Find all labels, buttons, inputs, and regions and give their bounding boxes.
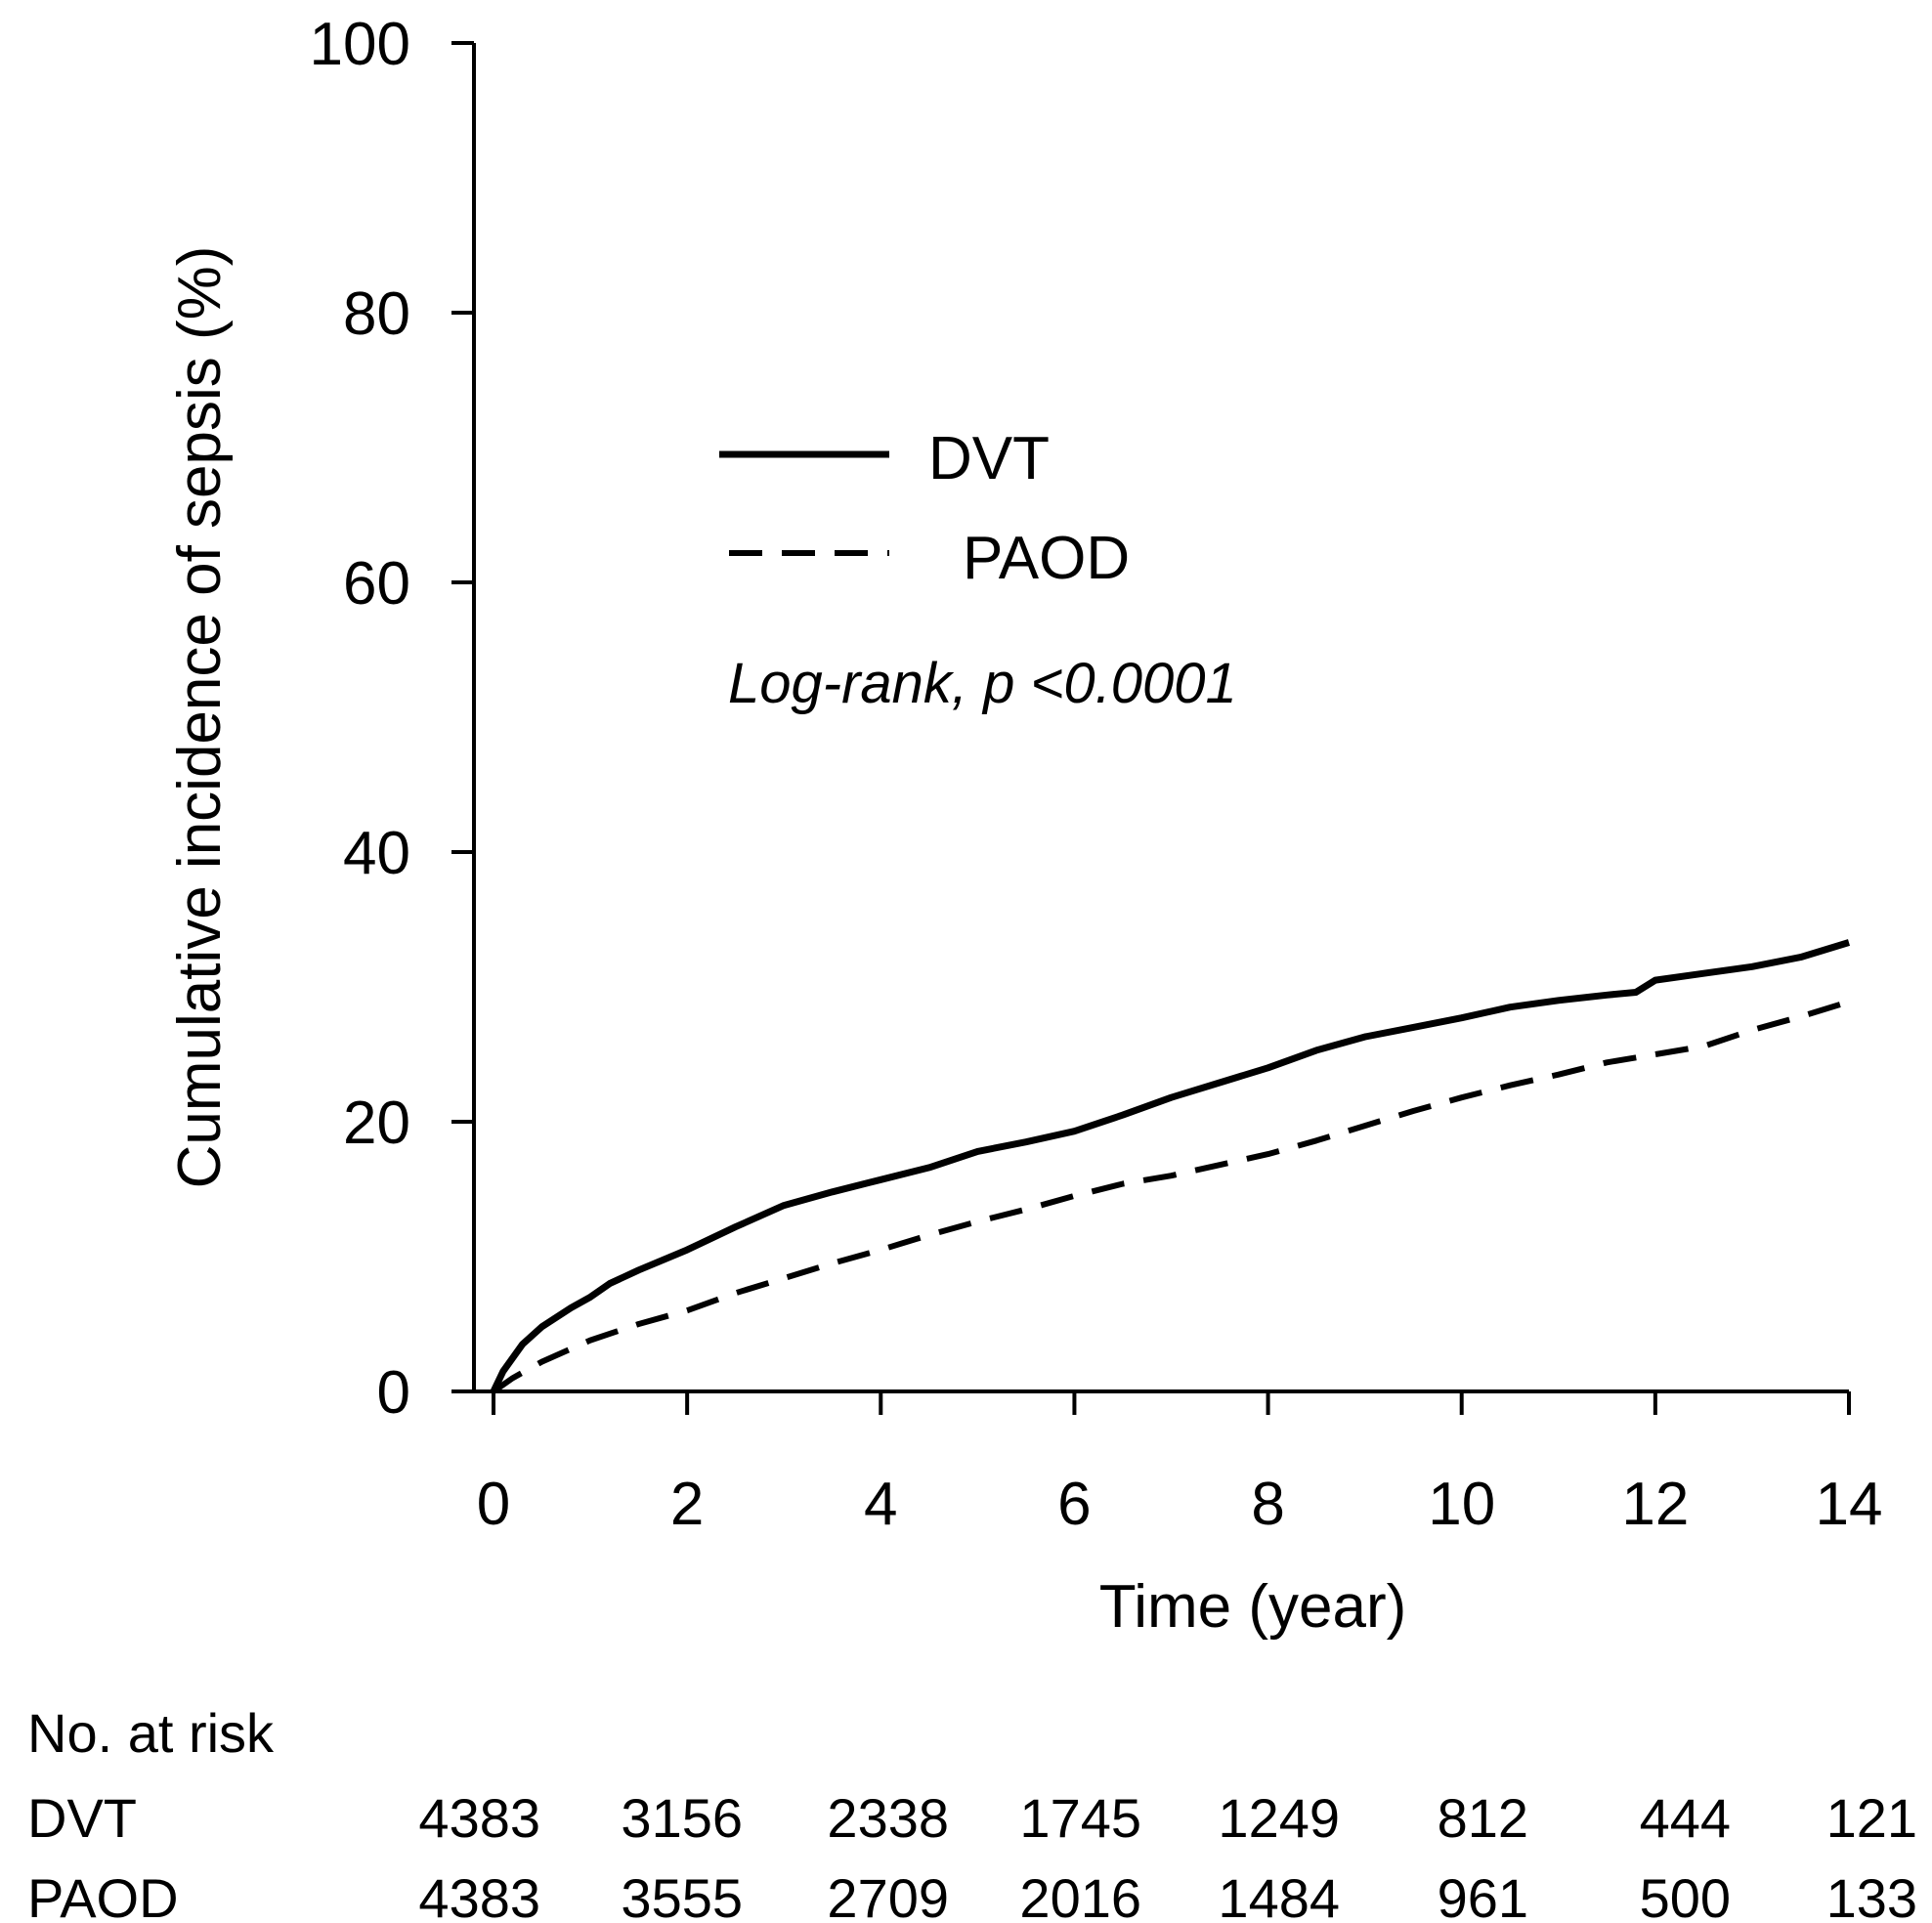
y-tick-label: 80 [343, 280, 410, 348]
risk-cell: 812 [1438, 1787, 1528, 1849]
x-tick-label: 12 [1621, 1471, 1689, 1538]
risk-cell: 1745 [1019, 1787, 1141, 1849]
x-axis-title: Time (year) [1099, 1573, 1407, 1641]
risk-cell: 133 [1826, 1867, 1917, 1923]
x-tick-label: 4 [864, 1471, 897, 1538]
y-tick-label: 100 [310, 11, 410, 78]
logrank-annotation: Log-rank, p <0.0001 [728, 652, 1237, 715]
risk-cell: 1484 [1218, 1867, 1340, 1923]
risk-cell: 4383 [418, 1867, 540, 1923]
x-tick-label: 0 [477, 1471, 510, 1538]
risk-cell: 1249 [1218, 1787, 1340, 1849]
risk-cell: 961 [1438, 1867, 1528, 1923]
series-dvt-line [490, 939, 1851, 1393]
risk-cell: 2338 [827, 1787, 949, 1849]
risk-table-title: No. at risk [27, 1702, 275, 1764]
risk-cell: 3555 [621, 1867, 743, 1923]
risk-row-label: DVT [27, 1787, 137, 1849]
risk-cell: 121 [1826, 1787, 1917, 1849]
y-tick-label: 40 [343, 820, 410, 887]
x-ticks: 0 2 4 6 8 10 12 14 [477, 1391, 1883, 1538]
legend: DVT PAOD [719, 425, 1130, 592]
legend-dvt-label: DVT [928, 425, 1050, 492]
series-lines [490, 939, 1851, 1394]
risk-cell: 2709 [827, 1867, 949, 1923]
y-tick-label: 60 [343, 550, 410, 618]
x-tick-label: 6 [1057, 1471, 1091, 1538]
x-tick-label: 8 [1251, 1471, 1284, 1538]
y-tick-label: 20 [343, 1090, 410, 1157]
y-tick-label: 0 [377, 1359, 410, 1427]
x-tick-label: 10 [1428, 1471, 1495, 1538]
risk-cell: 444 [1640, 1787, 1731, 1849]
risk-row-label: PAOD [27, 1867, 179, 1923]
y-ticks: 0 20 40 60 80 100 [310, 11, 474, 1427]
risk-cell: 3156 [621, 1787, 743, 1849]
risk-cell: 4383 [418, 1787, 540, 1849]
x-tick-label: 14 [1816, 1471, 1883, 1538]
series-paod-line [492, 999, 1850, 1394]
risk-cell: 500 [1640, 1867, 1731, 1923]
risk-cell: 2016 [1019, 1867, 1141, 1923]
y-axis-title: Cumulative incidence of sepsis (%) [166, 246, 234, 1189]
risk-table: No. at risk DVT 4383 3156 2338 1745 1249 812 44… [27, 1702, 1917, 1923]
legend-paod-label: PAOD [963, 525, 1130, 592]
x-tick-label: 2 [670, 1471, 704, 1538]
